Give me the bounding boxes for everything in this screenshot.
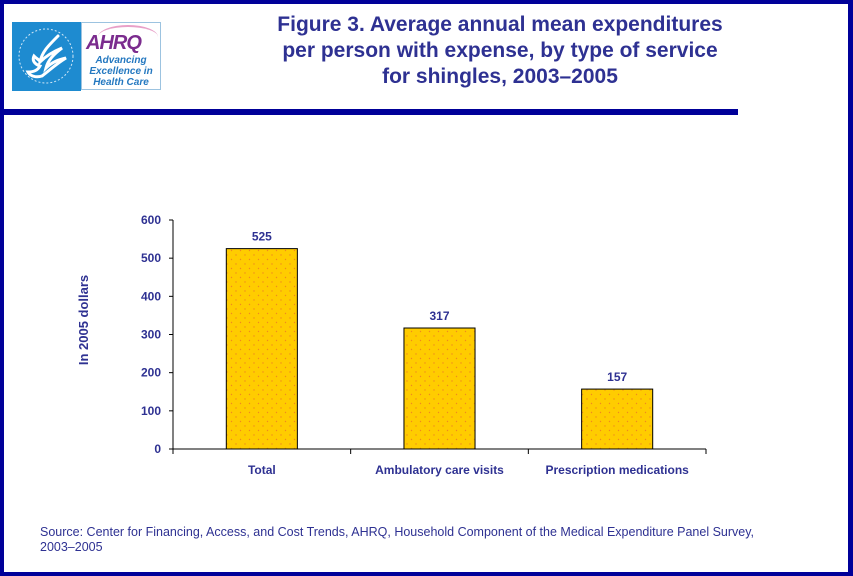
- source-line: 2003–2005: [40, 540, 103, 554]
- source-line: Source: Center for Financing, Access, an…: [40, 525, 755, 539]
- tagline-line: Advancing: [95, 55, 147, 66]
- tagline-line: Health Care: [93, 77, 149, 88]
- title-line: for shingles, 2003–2005: [382, 65, 618, 88]
- bars: [225, 248, 654, 450]
- bar: [225, 248, 298, 450]
- y-axis-label: In 2005 dollars: [76, 275, 91, 365]
- y-tick-label: 300: [141, 328, 161, 342]
- data-label: 157: [607, 370, 627, 384]
- hhs-eagle-icon: [12, 22, 81, 91]
- title-line: Figure 3. Average annual mean expenditur…: [277, 13, 723, 36]
- bar: [403, 327, 476, 450]
- agency-logo: AHRQ Advancing Excellence in Health Care: [12, 22, 162, 91]
- tagline-line: Excellence in: [89, 66, 153, 77]
- ahrq-logo: AHRQ Advancing Excellence in Health Care: [81, 22, 161, 90]
- x-tick-label: Ambulatory care visits: [375, 463, 504, 477]
- data-label: 525: [252, 230, 272, 244]
- data-label: 317: [429, 309, 449, 323]
- ahrq-wordmark: AHRQ: [86, 32, 142, 54]
- y-tick-label: 500: [141, 251, 161, 265]
- ahrq-tagline: Advancing Excellence in Health Care: [82, 55, 160, 88]
- header-divider: [0, 109, 738, 115]
- y-tick-label: 200: [141, 366, 161, 380]
- source-note: Source: Center for Financing, Access, an…: [40, 525, 830, 555]
- x-tick-label: Total: [248, 463, 276, 477]
- ahrq-arc-icon: [98, 25, 158, 49]
- y-tick-label: 600: [141, 213, 161, 227]
- bar: [581, 388, 654, 450]
- chart-title: Figure 3. Average annual mean expenditur…: [240, 12, 760, 90]
- y-tick-label: 0: [154, 442, 161, 456]
- y-tick-label: 100: [141, 404, 161, 418]
- x-tick-label: Prescription medications: [545, 463, 689, 477]
- labels: 0 100 200 300 400 500 600 525 Total 317 Ambulatory…: [141, 213, 689, 477]
- title-line: per person with expense, by type of serv…: [282, 39, 718, 62]
- y-tick-label: 400: [141, 289, 161, 303]
